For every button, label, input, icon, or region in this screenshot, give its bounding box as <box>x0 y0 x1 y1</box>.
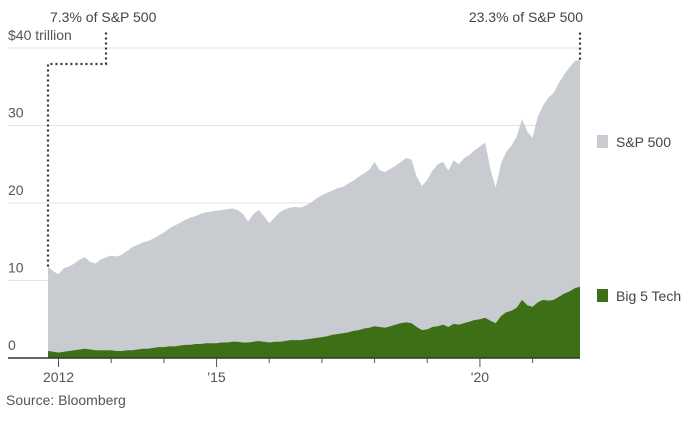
y-tick-label: 0 <box>8 337 16 353</box>
x-tick-label: '20 <box>471 369 489 385</box>
x-tick-label: 2012 <box>43 369 74 385</box>
y-tick-label: 10 <box>8 260 24 276</box>
x-tick-label: '15 <box>207 369 225 385</box>
legend-label: Big 5 Tech <box>616 288 681 304</box>
y-tick-label: 20 <box>8 182 24 198</box>
annotations: 7.3% of S&P 500 23.3% of S&P 500 <box>46 9 583 267</box>
areas <box>48 59 580 358</box>
legend-swatch <box>597 289 608 302</box>
source-note: Source: Bloomberg <box>6 392 126 408</box>
annotation-label-end: 23.3% of S&P 500 <box>469 9 583 25</box>
area-series-big5tech <box>48 286 580 358</box>
legend: S&P 500 Big 5 Tech <box>597 134 681 304</box>
y-tick-label: 30 <box>8 105 24 121</box>
legend-swatch <box>597 135 608 148</box>
legend-label: S&P 500 <box>616 134 671 150</box>
annotation-leader-line <box>46 30 108 267</box>
axes: 0 10 20 30 $40 trillion 2012 '15 '20 <box>8 27 580 385</box>
annotation-label-start: 7.3% of S&P 500 <box>50 9 157 25</box>
y-tick-label: $40 trillion <box>8 27 72 43</box>
area-series-sp500 <box>48 59 580 358</box>
